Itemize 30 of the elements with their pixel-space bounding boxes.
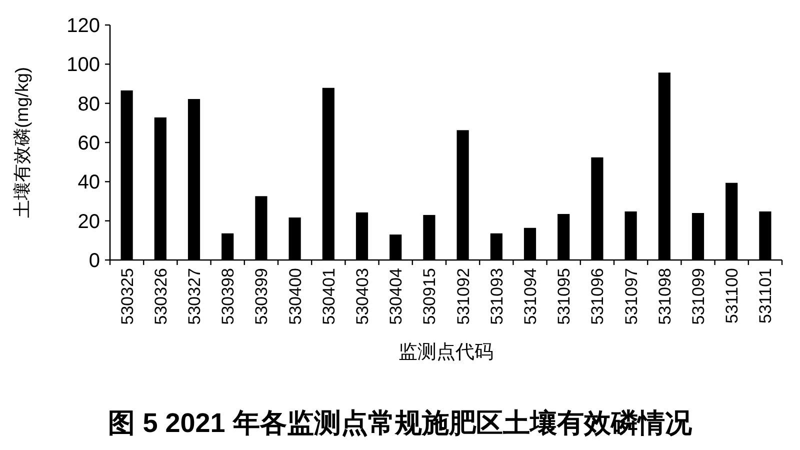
y-tick-label: 80 xyxy=(78,93,100,116)
x-tick-label: 531095 xyxy=(554,268,574,325)
x-tick-label: 530399 xyxy=(252,268,272,325)
y-tick-label: 60 xyxy=(78,132,100,154)
y-tick-label: 20 xyxy=(78,210,100,233)
y-axis-title: 土壤有效磷(mg/kg) xyxy=(12,66,32,218)
x-axis-title: 监测点代码 xyxy=(398,342,494,363)
y-tick-label: 0 xyxy=(88,250,100,272)
x-tick-label: 530326 xyxy=(151,268,170,325)
y-tick-label: 40 xyxy=(78,172,100,194)
x-tick-label: 531094 xyxy=(521,268,540,325)
x-tick-label: 531099 xyxy=(689,268,708,325)
x-tick-label: 530403 xyxy=(353,268,372,325)
x-tick-label: 530400 xyxy=(286,268,305,325)
x-tick-label: 531097 xyxy=(622,268,641,325)
x-tick-label: 531098 xyxy=(655,268,674,325)
y-tick-label: 100 xyxy=(66,54,100,76)
x-tick-label: 530327 xyxy=(185,268,204,325)
y-tick-label: 120 xyxy=(66,15,100,37)
x-tick-label: 531100 xyxy=(722,268,742,324)
x-tick-label: 530401 xyxy=(319,268,338,325)
text: 图 5 2021 年各监测点常规施肥区土壤有效磷情况 xyxy=(108,408,693,438)
x-tick-label: 530398 xyxy=(218,268,238,325)
x-tick-label: 531096 xyxy=(588,268,608,325)
x-tick-label: 530915 xyxy=(420,268,440,325)
x-tick-label: 531093 xyxy=(487,268,506,325)
x-tick-label: 531092 xyxy=(454,268,473,325)
x-tick-label: 531101 xyxy=(756,268,776,324)
x-tick-label: 530404 xyxy=(386,268,406,325)
x-tick-label: 530325 xyxy=(118,268,137,325)
